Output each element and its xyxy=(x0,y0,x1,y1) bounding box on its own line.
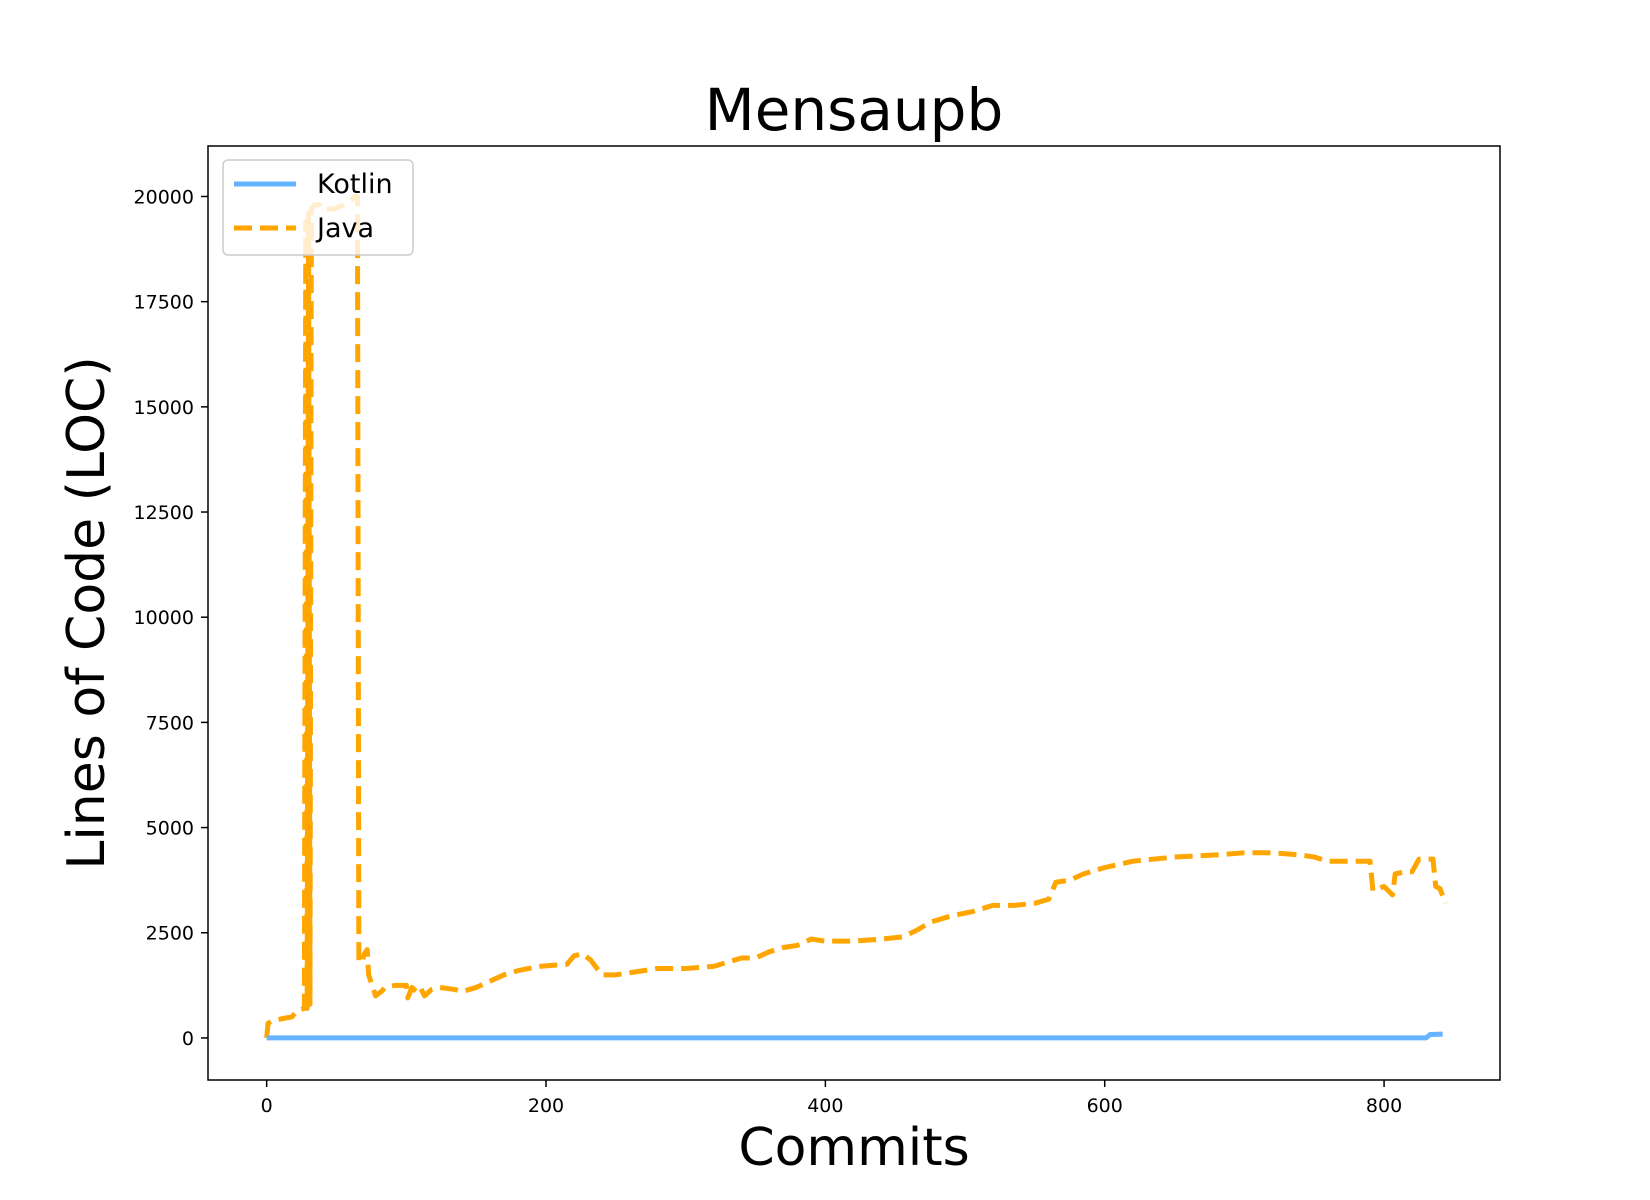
plot-frame xyxy=(207,145,1501,1081)
x-tick-label: 600 xyxy=(1087,1095,1123,1117)
plot-area xyxy=(264,193,1448,1041)
y-tick-label: 2500 xyxy=(146,923,194,945)
x-axis-label: Commits xyxy=(738,1118,969,1178)
legend-label-kotlin: Kotlin xyxy=(317,169,393,200)
y-tick-label: 12500 xyxy=(134,502,194,524)
x-tick-label: 0 xyxy=(261,1095,273,1117)
series-line-java xyxy=(264,193,1448,1039)
legend: Kotlin Java xyxy=(222,159,414,256)
x-tick-label: 200 xyxy=(528,1095,564,1117)
y-tick-label: 0 xyxy=(182,1028,194,1050)
chart-title: Mensaupb xyxy=(705,76,1004,144)
y-tick-label: 17500 xyxy=(134,292,194,314)
x-tick-label: 800 xyxy=(1366,1095,1402,1117)
y-tick-label: 5000 xyxy=(146,818,194,840)
y-tick-label: 7500 xyxy=(146,712,194,734)
x-axis: 0 200 400 600 800 xyxy=(261,1080,1402,1117)
series-line-kotlin xyxy=(266,1031,1443,1041)
y-tick-label: 15000 xyxy=(134,397,194,419)
y-tick-label: 10000 xyxy=(134,607,194,629)
y-axis: 0 2500 5000 7500 10000 12500 15000 17500 20000 xyxy=(134,186,208,1050)
x-tick-label: 400 xyxy=(807,1095,843,1117)
legend-label-java: Java xyxy=(315,213,374,244)
y-axis-label: Lines of Code (LOC) xyxy=(57,356,117,869)
y-tick-label: 20000 xyxy=(134,186,194,208)
